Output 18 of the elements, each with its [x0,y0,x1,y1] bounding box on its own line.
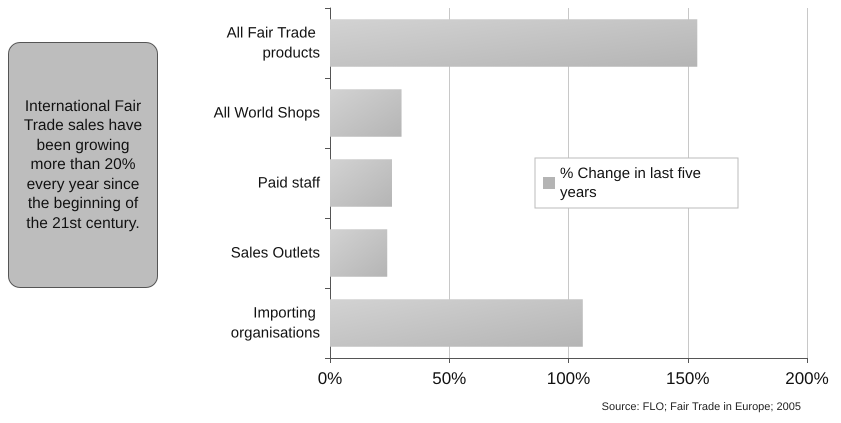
y-tick-label: Importing organisations [230,304,320,342]
bar [330,229,388,277]
y-tick-label: All Fair Trade products [226,24,320,62]
y-tick-label: All World Shops [214,104,320,122]
y-tick-label: Sales Outlets [230,244,320,262]
text: International Fair Trade sales have been growing more than 20% every year since the beginning of the 21st century. [8,42,158,288]
x-tick-label: 0% [318,369,342,388]
x-tick-label: 200% [785,369,829,388]
bar [330,19,698,67]
source-note: Source: FLO; Fair Trade in Europe; 2005 [602,401,801,413]
bar [330,159,392,207]
bar [330,299,583,347]
x-tick-label: 150% [666,369,710,388]
x-tick-label: 100% [546,369,590,388]
legend-label: % Change in last five years [560,165,706,201]
y-tick-label: Paid staff [258,174,321,192]
bar [330,89,402,137]
x-tick-label: 50% [432,369,466,388]
